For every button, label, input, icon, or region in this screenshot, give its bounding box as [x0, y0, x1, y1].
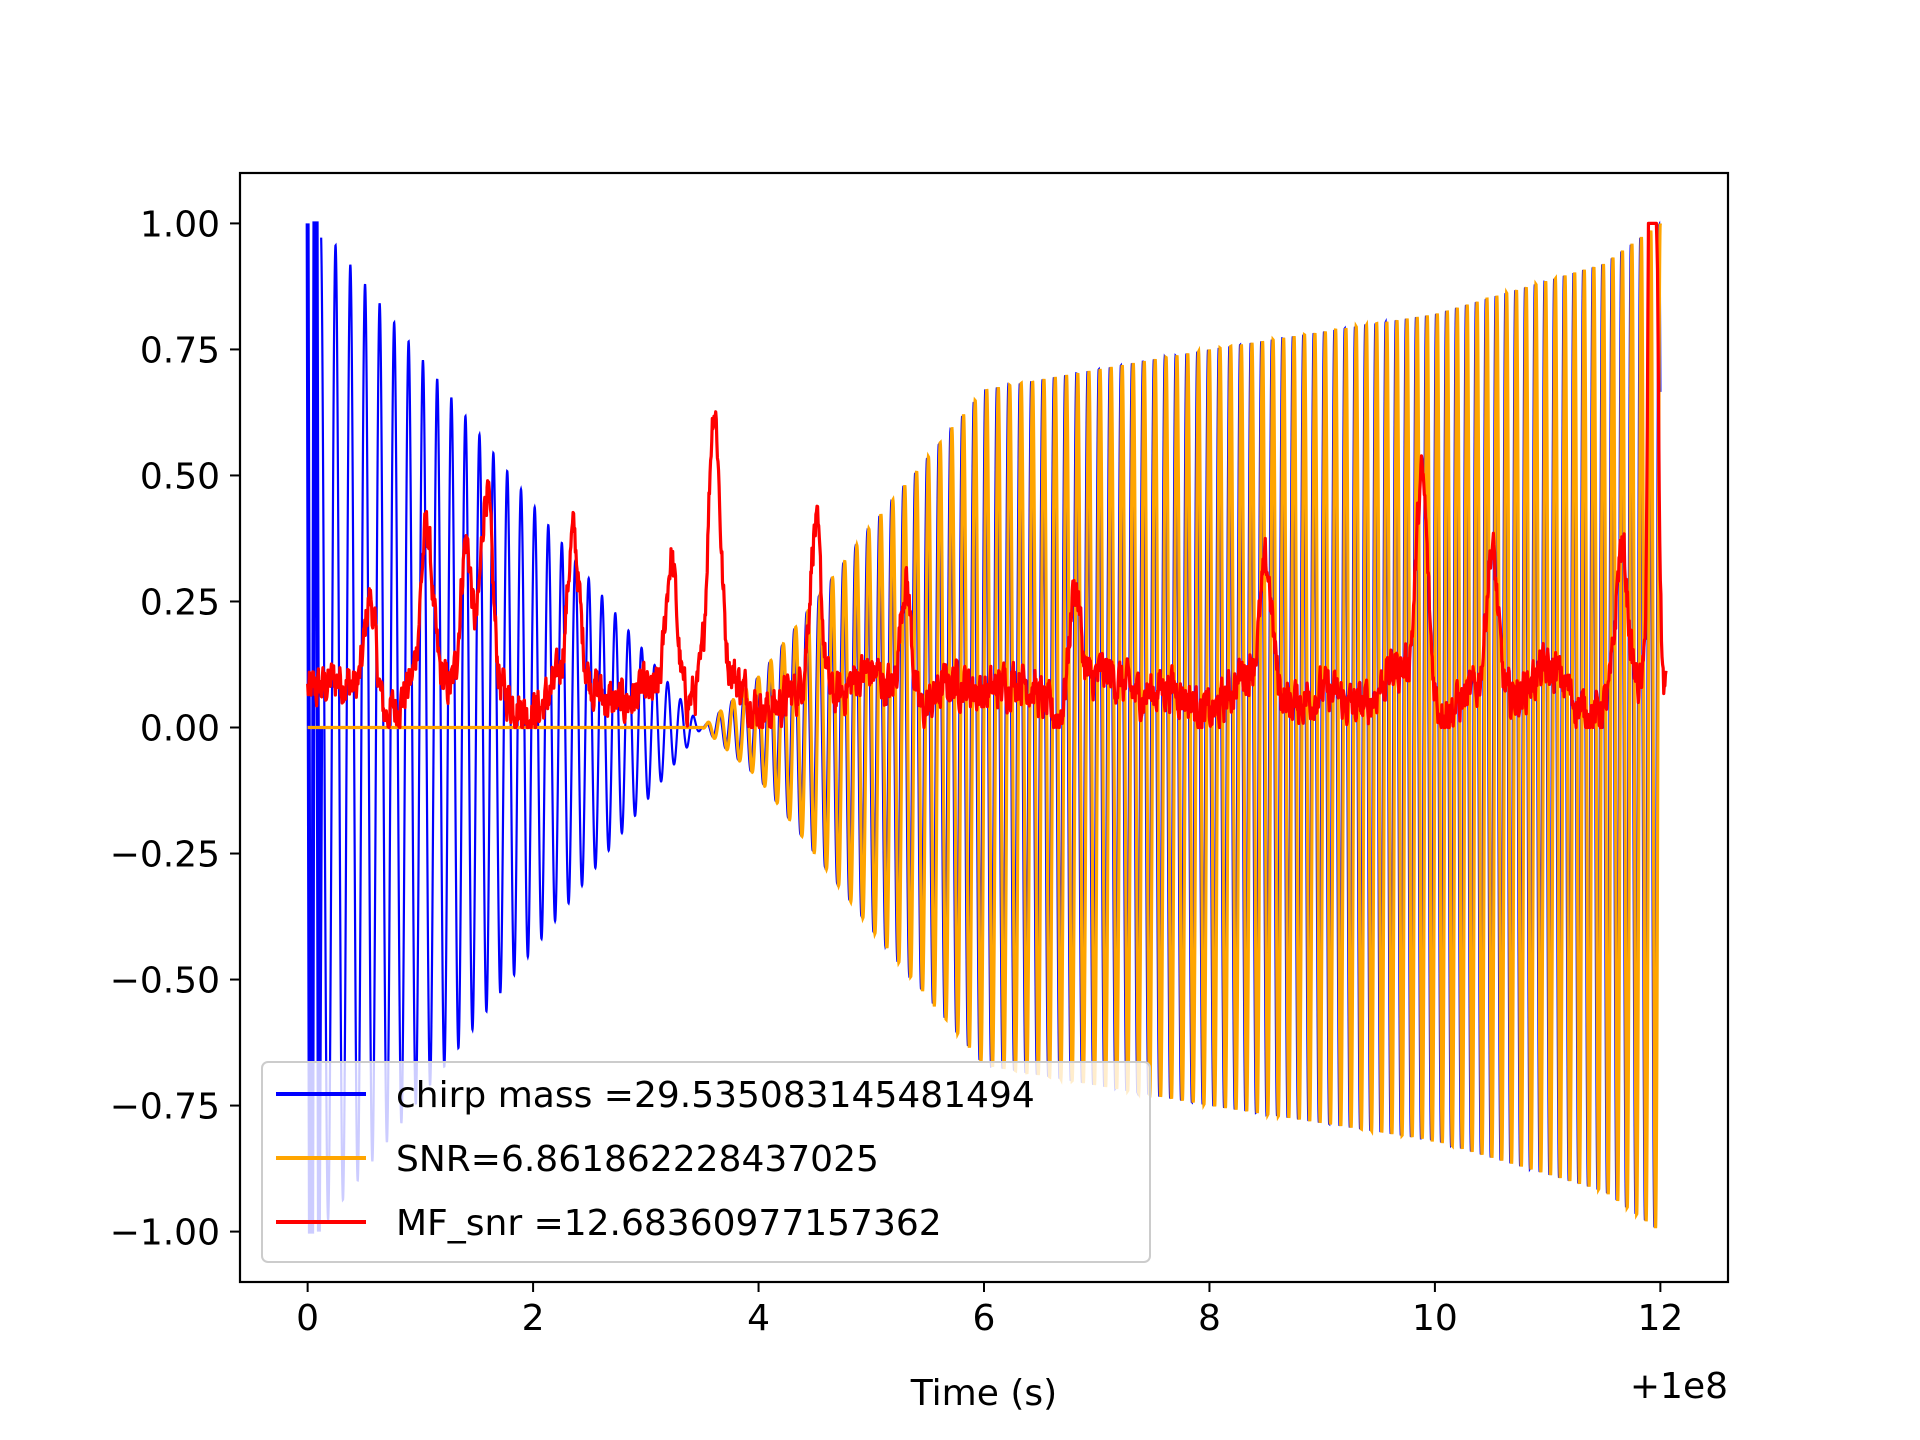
x-tick-label: 4: [747, 1298, 770, 1339]
x-tick-label: 0: [296, 1298, 319, 1339]
y-tick-label: 0.00: [140, 709, 220, 750]
y-tick-label: 0.25: [140, 582, 220, 623]
series-mf-snr: [306, 221, 1668, 730]
y-axis-ticks: 1.00 0.75 0.50 0.25 0.00 −0.25 −0.50 −0.75 −1.00: [110, 204, 240, 1254]
y-tick-label: −0.75: [110, 1087, 220, 1128]
y-tick-label: −1.00: [110, 1213, 220, 1254]
legend-box: [261, 1061, 1151, 1263]
x-tick-label: 8: [1198, 1298, 1221, 1339]
legend-label-mf-snr: MF_snr =12.68360977157362: [396, 1203, 942, 1244]
x-axis-offset-label: +1e8: [1630, 1366, 1728, 1407]
y-tick-label: 0.75: [140, 330, 220, 371]
x-tick-label: 6: [973, 1298, 996, 1339]
y-tick-label: 0.50: [140, 456, 220, 497]
x-axis-ticks: 0 2 4 6 8 10 12: [296, 1282, 1683, 1339]
x-tick-label: 12: [1637, 1298, 1683, 1339]
y-tick-label: −0.25: [110, 835, 220, 876]
y-tick-label: 1.00: [140, 204, 220, 245]
legend-label-chirp: chirp mass =29.535083145481494: [396, 1075, 1035, 1116]
legend-label-snr: SNR=6.861862228437025: [396, 1139, 879, 1180]
y-tick-label: −0.50: [110, 961, 220, 1002]
x-axis-label: Time (s): [910, 1373, 1057, 1414]
x-tick-label: 2: [522, 1298, 545, 1339]
x-tick-label: 10: [1412, 1298, 1458, 1339]
series-mf-snr-line: [306, 221, 1668, 730]
legend: chirp mass =29.535083145481494 SNR=6.861…: [261, 1061, 1151, 1263]
